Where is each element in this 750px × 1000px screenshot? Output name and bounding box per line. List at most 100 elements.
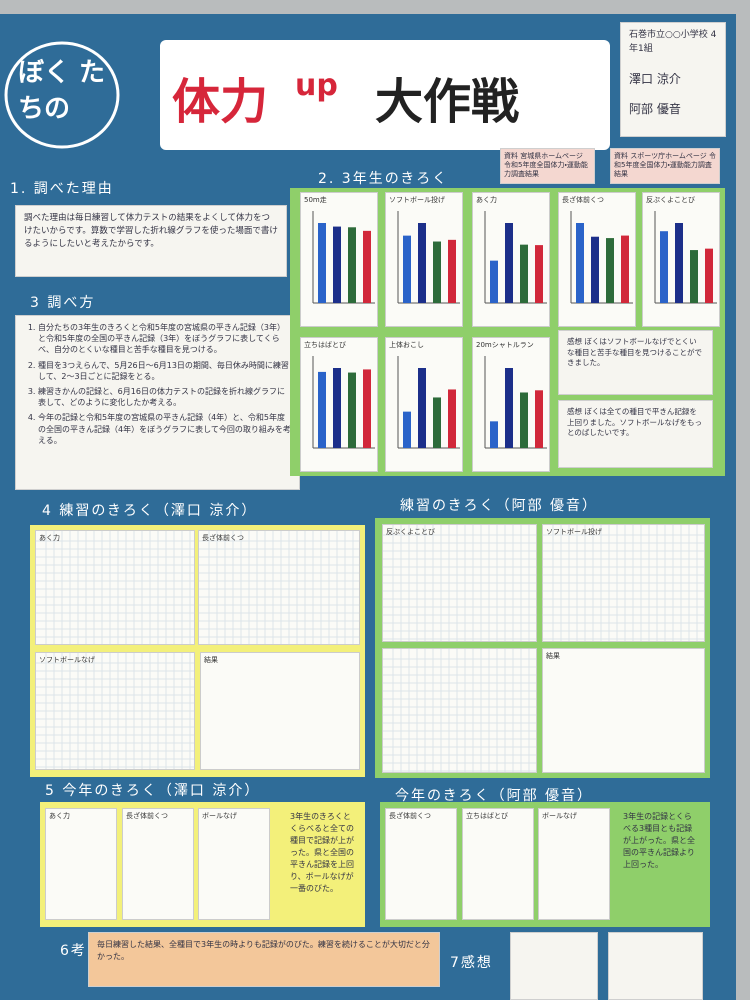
bar [705,248,713,303]
bar [505,223,513,303]
reason-body: 調べた理由は毎日練習して体力テストの結果をよくして体力をつけたいからです。算数で… [15,205,287,277]
bar [403,235,411,303]
mini-chart: ソフトボール投げ [385,192,463,327]
title-2: 大作戦 [375,74,520,130]
method-list: 自分たちの3年生のきろくと令和5年度の宮城県の平きん記録（3年）と令和5年度の全… [24,322,291,446]
bar-chart-frame: 長ざ体前くつ [122,808,194,920]
method-item: 今年の記録と令和5年度の宮城県の平きん記録（4年）と、令和5年度の全国の平きん記… [38,412,291,446]
chart-title: 結果 [546,652,560,660]
bar [591,236,599,303]
school: 石巻市立○○小学校 4年1組 [629,30,717,54]
mini-chart: 20mシャトルラン [472,337,550,472]
bar [433,397,441,448]
section-heading: 7感想 [450,955,493,971]
title-banner: 体力 up 大作戦 [160,40,610,150]
grid [36,531,194,644]
name: 阿部 優音 [629,102,681,116]
method-body: 自分たちの3年生のきろくと令和5年度の宮城県の平きん記録（3年）と令和5年度の全… [15,315,300,490]
bar-chart [312,356,375,449]
line-chart-frame: 長ざ体前くつ [198,530,360,645]
line-chart-frame: あく力 [35,530,195,645]
bar [348,227,356,303]
mini-chart: あく力 [472,192,550,327]
bar [490,260,498,303]
bar-chart-frame: ボールなげ [198,808,270,920]
title-1: 体力 [172,74,269,130]
bar-chart [484,211,547,304]
results-paper: 結果 [200,652,360,770]
bar [418,368,426,448]
bar-chart [484,356,547,449]
grid [36,653,194,769]
bar [418,223,426,303]
this-year-note: 3年生のきろくとくらべると全ての種目で記録が上がった。県と全国の平きん記録を上回… [282,805,362,923]
mini-chart: 反ぷくよことび [642,192,720,327]
bar-chart [312,211,375,304]
bar [448,239,456,303]
bar [348,372,356,448]
bar [535,390,543,448]
grid [543,525,704,641]
bar-chart [654,211,717,304]
chart-title: ボールなげ [202,812,237,820]
impression-paper [510,932,598,1000]
name-card: 石巻市立○○小学校 4年1組 澤口 涼介 阿部 優音 [620,22,726,137]
title-up: up [295,68,338,103]
bar-chart-frame: 立ちはばとび [462,808,534,920]
bar [318,371,326,448]
bar [520,392,528,448]
method-item: 練習きかんの記録と、6月16日の体力テストの記録を折れ線グラフに表して、どのよう… [38,386,291,408]
section-heading: 2. 3年生のきろく [318,171,449,187]
mini-chart: 上体おこし [385,337,463,472]
chart-title: 20mシャトルラン [476,341,534,349]
bar [333,368,341,448]
line-chart-frame [382,648,537,773]
bar-chart [570,211,633,304]
section-heading: 5 今年のきろく（澤口 涼介） [45,783,261,799]
chart-title: 立ちはばとび [466,812,508,820]
line-chart-frame: ソフトボールなげ [35,652,195,770]
chart-title: 上体おこし [389,341,424,349]
this-year-note: 3年生の記録とくらべる3種目とも記録が上がった。県と全国の平きん記録より上回った… [615,805,707,923]
section-heading: 練習のきろく（阿部 優音） [400,498,599,514]
chart-title: あく力 [39,534,60,542]
bar-chart [397,356,460,449]
bar-chart-frame: ボールなげ [538,808,610,920]
chart-title: あく力 [49,812,70,820]
name: 澤口 涼介 [629,72,681,86]
section-heading: 4 練習のきろく（澤口 涼介） [42,503,258,519]
bar-chart [397,211,460,304]
consider-body: 毎日練習した結果、全種目で3年生の時よりも記録がのびた。練習を続けることが大切だ… [88,932,440,987]
chart-title: 長ざ体前くつ [562,196,604,204]
section-heading: 3 調べ方 [30,295,96,311]
chart-title: ボールなげ [542,812,577,820]
bar [490,421,498,448]
bar [318,223,326,303]
bar [505,368,513,448]
chart-title: あく力 [476,196,497,204]
chart-title: 立ちはばとび [304,341,346,349]
results-paper: 結果 [542,648,705,773]
chart-title: ソフトボール投げ [389,196,445,204]
bar-chart-frame: 長ざ体前くつ [385,808,457,920]
bar [403,411,411,448]
chart-title: ソフトボール投げ [546,528,602,536]
bar [448,389,456,448]
bar [433,241,441,303]
impression-paper [608,932,703,1000]
line-chart-frame: ソフトボール投げ [542,524,705,642]
grid [199,531,359,644]
chart-title: 反ぷくよことび [386,528,435,536]
circle-text: ぼく たちの [18,58,106,124]
grid [383,525,536,641]
chart-title: 長ざ体前くつ [126,812,168,820]
bar [363,369,371,448]
chart-title: 長ざ体前くつ [389,812,431,820]
mini-chart: 長ざ体前くつ [558,192,636,327]
chart-title: 50m走 [304,196,327,204]
source: 資料 スポーツ庁ホームページ 令和5年度全国体力・運動能力調査結果 [610,148,720,184]
bar [606,238,614,303]
chart-title: ソフトボールなげ [39,656,95,664]
grade3-note: 感想 ぼくはソフトボールなげでとくいな種目と苦手な種目を見つけることができました… [558,330,713,395]
section-heading: 1. 調べた理由 [10,181,114,197]
